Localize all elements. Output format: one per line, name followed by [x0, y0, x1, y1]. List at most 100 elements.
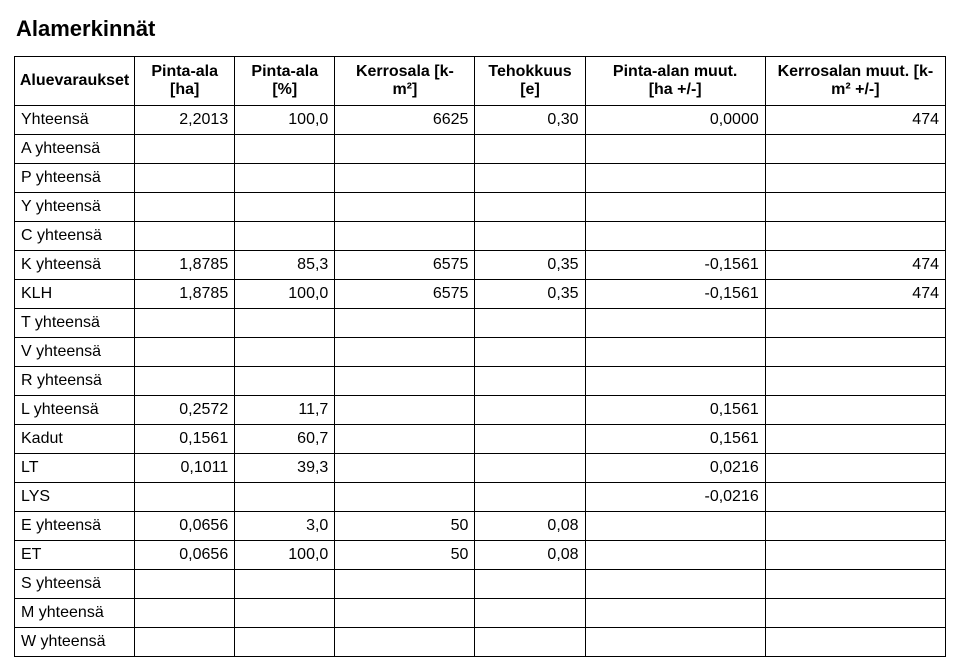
- row-label: ET: [15, 541, 135, 570]
- row-label: E yhteensä: [15, 512, 135, 541]
- cell-c6: [765, 541, 945, 570]
- cell-c6: [765, 425, 945, 454]
- col-header-6: Kerrosalan muut. [k- m² +/-]: [765, 57, 945, 106]
- row-label: W yhteensä: [15, 628, 135, 657]
- cell-c5: 0,1561: [585, 425, 765, 454]
- table-row: L yhteensä0,257211,70,1561: [15, 396, 946, 425]
- cell-c5: [585, 628, 765, 657]
- table-row: K yhteensä1,878585,365750,35-0,1561474: [15, 251, 946, 280]
- cell-c1: [135, 367, 235, 396]
- cell-c4: [475, 396, 585, 425]
- cell-c3: 6575: [335, 280, 475, 309]
- table-row: A yhteensä: [15, 135, 946, 164]
- col-header-3-line2: m²]: [339, 81, 470, 99]
- cell-c5: [585, 570, 765, 599]
- cell-c3: [335, 425, 475, 454]
- cell-c1: 1,8785: [135, 251, 235, 280]
- row-label: LYS: [15, 483, 135, 512]
- cell-c5: [585, 193, 765, 222]
- cell-c2: 39,3: [235, 454, 335, 483]
- cell-c5: [585, 135, 765, 164]
- cell-c4: [475, 338, 585, 367]
- cell-c2: [235, 599, 335, 628]
- cell-c2: [235, 309, 335, 338]
- cell-c5: [585, 309, 765, 338]
- cell-c5: 0,0216: [585, 454, 765, 483]
- cell-c3: [335, 193, 475, 222]
- cell-c4: [475, 454, 585, 483]
- cell-c1: [135, 193, 235, 222]
- cell-c3: [335, 222, 475, 251]
- table-row: T yhteensä: [15, 309, 946, 338]
- row-label: R yhteensä: [15, 367, 135, 396]
- table-row: R yhteensä: [15, 367, 946, 396]
- row-label: Kadut: [15, 425, 135, 454]
- cell-c6: [765, 367, 945, 396]
- cell-c2: [235, 367, 335, 396]
- cell-c1: [135, 628, 235, 657]
- col-header-5-line2: [ha +/-]: [590, 81, 761, 99]
- cell-c6: 474: [765, 106, 945, 135]
- table-row: V yhteensä: [15, 338, 946, 367]
- cell-c2: [235, 193, 335, 222]
- cell-c6: [765, 164, 945, 193]
- cell-c1: [135, 135, 235, 164]
- cell-c6: [765, 135, 945, 164]
- cell-c4: 0,08: [475, 512, 585, 541]
- row-label: Y yhteensä: [15, 193, 135, 222]
- cell-c3: [335, 309, 475, 338]
- cell-c4: [475, 222, 585, 251]
- col-header-4-line2: [e]: [479, 81, 580, 99]
- cell-c2: [235, 628, 335, 657]
- cell-c4: [475, 135, 585, 164]
- row-label: LT: [15, 454, 135, 483]
- cell-c3: [335, 367, 475, 396]
- cell-c2: 100,0: [235, 280, 335, 309]
- col-header-3-line1: Kerrosala [k-: [356, 63, 454, 80]
- cell-c5: [585, 164, 765, 193]
- cell-c3: 50: [335, 541, 475, 570]
- cell-c3: [335, 628, 475, 657]
- cell-c2: [235, 338, 335, 367]
- col-header-0-line1: Aluevaraukset: [20, 72, 129, 89]
- cell-c1: 0,1011: [135, 454, 235, 483]
- cell-c3: [335, 483, 475, 512]
- cell-c6: [765, 338, 945, 367]
- table-row: ET0,0656100,0500,08: [15, 541, 946, 570]
- col-header-1-line1: Pinta-ala: [151, 63, 218, 80]
- cell-c1: [135, 309, 235, 338]
- cell-c5: [585, 222, 765, 251]
- cell-c2: 3,0: [235, 512, 335, 541]
- cell-c6: [765, 396, 945, 425]
- cell-c5: -0,0216: [585, 483, 765, 512]
- row-label: M yhteensä: [15, 599, 135, 628]
- cell-c1: 0,2572: [135, 396, 235, 425]
- cell-c5: 0,1561: [585, 396, 765, 425]
- data-table: Aluevaraukset Pinta-ala [ha] Pinta-ala […: [14, 56, 946, 657]
- col-header-6-line2: m² +/-]: [770, 81, 941, 99]
- cell-c1: [135, 338, 235, 367]
- cell-c1: [135, 164, 235, 193]
- cell-c3: 6575: [335, 251, 475, 280]
- cell-c1: 1,8785: [135, 280, 235, 309]
- cell-c2: [235, 222, 335, 251]
- row-label: S yhteensä: [15, 570, 135, 599]
- cell-c4: [475, 628, 585, 657]
- row-label: A yhteensä: [15, 135, 135, 164]
- cell-c6: [765, 512, 945, 541]
- cell-c1: 0,0656: [135, 512, 235, 541]
- cell-c5: [585, 541, 765, 570]
- row-label: V yhteensä: [15, 338, 135, 367]
- cell-c5: [585, 599, 765, 628]
- cell-c1: [135, 483, 235, 512]
- table-row: P yhteensä: [15, 164, 946, 193]
- cell-c6: [765, 599, 945, 628]
- table-row: Kadut0,156160,70,1561: [15, 425, 946, 454]
- table-row: Yhteensä2,2013100,066250,300,0000474: [15, 106, 946, 135]
- cell-c4: [475, 483, 585, 512]
- cell-c6: 474: [765, 251, 945, 280]
- cell-c3: [335, 396, 475, 425]
- col-header-3: Kerrosala [k- m²]: [335, 57, 475, 106]
- cell-c4: 0,08: [475, 541, 585, 570]
- cell-c1: [135, 222, 235, 251]
